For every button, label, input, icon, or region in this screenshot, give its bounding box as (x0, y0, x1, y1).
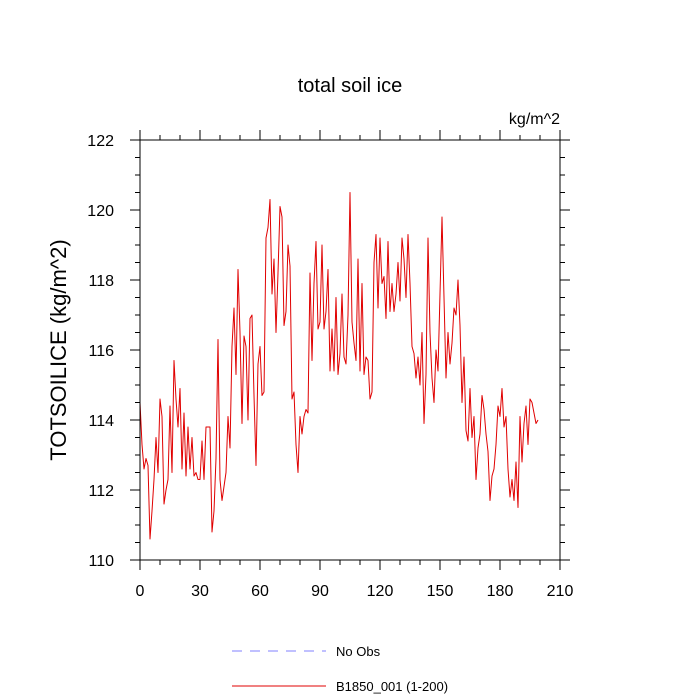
x-tick-label: 60 (251, 583, 269, 600)
y-tick-label: 116 (88, 343, 114, 360)
y-tick-label: 110 (88, 553, 114, 570)
series-layer (139, 192, 539, 540)
x-tick-label: 120 (367, 583, 394, 600)
series-line-b1850 (139, 192, 539, 540)
legend: No Obs B1850_001 (1-200) (232, 644, 448, 694)
plot-frame (139, 139, 561, 561)
units-label: kg/m^2 (509, 111, 560, 128)
axis-ticks (130, 130, 570, 570)
y-tick-label: 120 (87, 203, 114, 220)
y-tick-label: 114 (88, 413, 114, 430)
legend-label-b1850: B1850_001 (1-200) (336, 679, 448, 694)
x-tick-label: 210 (547, 583, 574, 600)
axis-tick-labels: 0 30 60 90 120 150 180 210 110 112 114 116 118 120 122 (87, 133, 573, 600)
x-tick-label: 180 (487, 583, 514, 600)
x-tick-label: 90 (311, 583, 329, 600)
y-tick-label: 118 (88, 273, 114, 290)
x-tick-label: 0 (136, 583, 145, 600)
y-tick-label: 112 (88, 483, 114, 500)
y-tick-label: 122 (87, 133, 114, 150)
y-axis-label: TOTSOILICE (kg/m^2) (46, 239, 71, 460)
legend-label-no-obs: No Obs (336, 644, 381, 659)
x-tick-label: 150 (427, 583, 454, 600)
x-tick-label: 30 (191, 583, 209, 600)
chart-title: total soil ice (298, 75, 403, 97)
